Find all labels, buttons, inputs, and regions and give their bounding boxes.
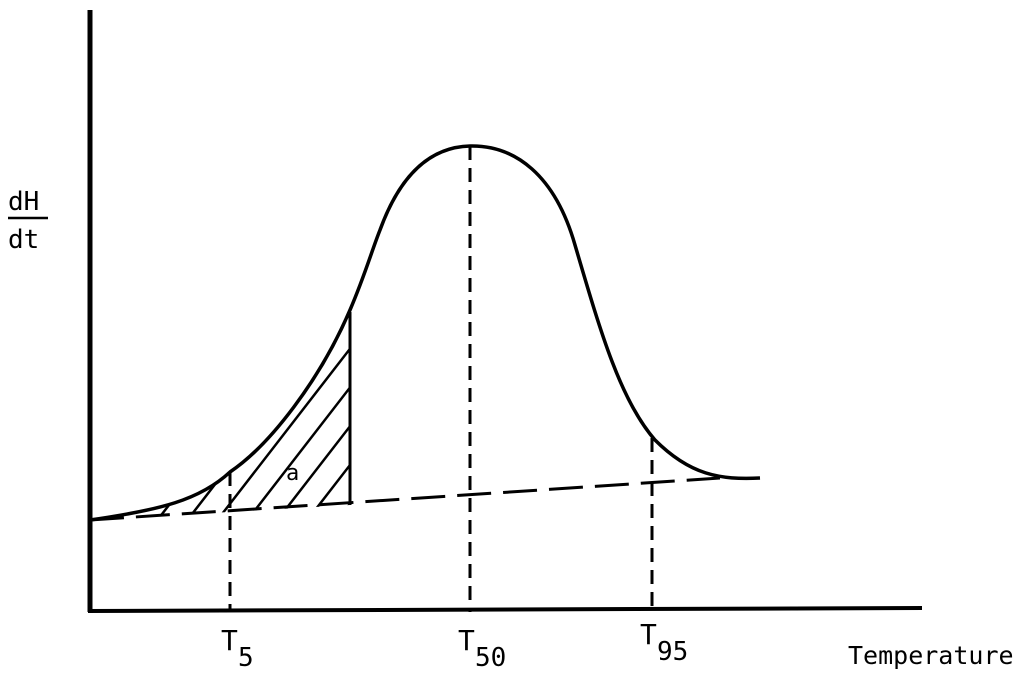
tick-label-main: T	[221, 624, 238, 657]
tick-label-main: T	[458, 624, 475, 657]
tick-label-main: T	[640, 618, 657, 651]
baseline-dashed	[89, 476, 721, 522]
tick-label-sub: 95	[657, 637, 688, 667]
hatched-area-a	[90, 310, 350, 520]
x-tick-t50: T 50	[458, 624, 506, 673]
plot-frame	[87, 10, 923, 613]
hatch-line	[319, 310, 350, 520]
x-axis	[87, 606, 923, 613]
y-label-bottom: dt	[8, 225, 39, 255]
x-tick-t95: T 95	[640, 618, 688, 667]
hatch-line	[169, 310, 350, 520]
tick-guides	[228, 146, 654, 612]
curve-line	[89, 144, 761, 522]
hatch-line	[199, 310, 350, 520]
tick-label-sub: 5	[238, 643, 254, 673]
hatch-line	[139, 310, 350, 520]
hatch-line	[90, 310, 321, 520]
y-axis-label: dH dt	[8, 187, 48, 255]
annotation-a: a	[286, 461, 299, 486]
y-label-top: dH	[8, 187, 39, 217]
tick-label-sub: 50	[475, 643, 506, 673]
x-axis-label: Temperature	[848, 641, 1014, 670]
x-tick-t5: T 5	[221, 624, 254, 673]
